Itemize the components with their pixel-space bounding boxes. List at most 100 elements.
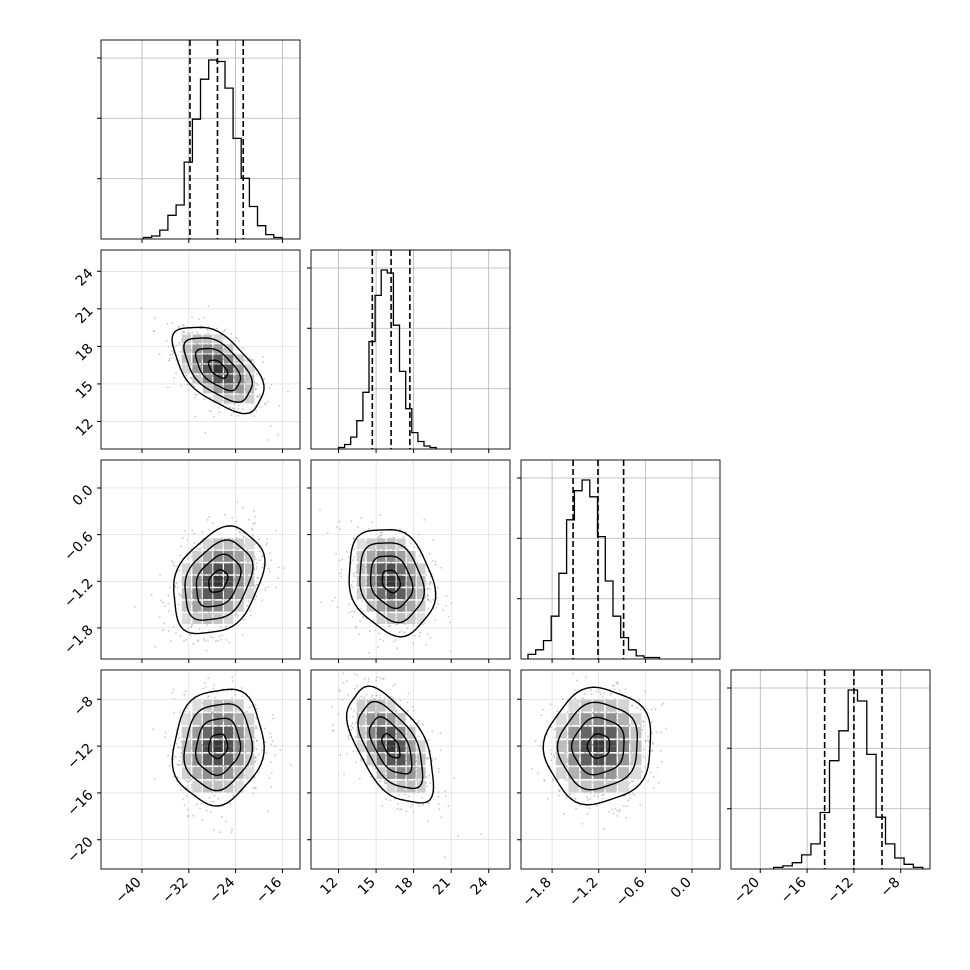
sample-point — [250, 705, 253, 708]
sample-point — [167, 602, 170, 605]
sample-point — [167, 345, 170, 348]
sample-point — [342, 672, 345, 675]
sample-point — [178, 593, 180, 595]
sample-point — [651, 741, 654, 743]
sample-point — [406, 562, 409, 564]
sample-point — [578, 738, 581, 741]
x-tick-label: −24 — [206, 874, 238, 906]
density-cell — [376, 713, 386, 725]
sample-point — [331, 599, 334, 602]
sample-point — [208, 516, 210, 518]
sample-point — [332, 730, 334, 732]
y-tick-label: 18 — [73, 341, 97, 365]
sample-point — [218, 635, 221, 638]
density-cell — [234, 588, 244, 600]
sample-point — [261, 566, 264, 568]
sample-point — [230, 333, 233, 335]
sample-point — [186, 557, 189, 560]
sample-point — [555, 751, 557, 754]
density-cell — [213, 588, 223, 600]
density-cell — [245, 538, 255, 550]
sample-point — [369, 621, 372, 624]
sample-point — [183, 693, 186, 696]
sample-point — [366, 711, 369, 714]
sample-point — [211, 636, 214, 639]
sample-point — [182, 330, 185, 333]
sample-point — [201, 559, 204, 562]
sample-point — [382, 549, 385, 551]
sample-point — [251, 529, 254, 532]
sample-point — [593, 795, 596, 797]
sample-point — [254, 584, 256, 587]
sample-point — [608, 810, 611, 813]
sample-point — [417, 574, 420, 576]
sample-point — [254, 387, 257, 390]
density-cell — [386, 600, 396, 612]
sample-point — [177, 603, 180, 606]
density-cell — [213, 334, 223, 344]
sample-point — [381, 804, 384, 807]
density-cell — [396, 550, 406, 562]
sample-point — [639, 708, 642, 711]
x-tick-label: −1.2 — [566, 875, 601, 910]
sample-point — [395, 559, 397, 562]
density-cell — [356, 538, 366, 550]
sample-point — [224, 820, 227, 823]
sample-point — [652, 775, 655, 778]
sample-point — [376, 676, 379, 679]
sample-point — [193, 385, 196, 388]
density-cell — [376, 613, 386, 624]
sample-point — [208, 528, 211, 531]
sample-point — [192, 643, 195, 645]
sample-point — [385, 543, 388, 546]
sample-point — [549, 749, 552, 752]
sample-point — [172, 564, 175, 567]
sample-point — [195, 547, 198, 550]
sample-point — [575, 807, 577, 810]
density-cell — [181, 613, 192, 624]
sample-point — [627, 799, 630, 802]
y-tick-label: 21 — [73, 303, 97, 327]
panel-frame — [730, 669, 931, 870]
sample-point — [656, 766, 659, 769]
density-cell — [245, 364, 255, 374]
sample-point — [434, 560, 437, 563]
sample-point — [641, 729, 644, 731]
y-tick-label: −20 — [64, 834, 96, 866]
sample-point — [601, 794, 603, 797]
sample-point — [164, 605, 167, 607]
sample-point — [350, 520, 352, 523]
x-tick-label: −16 — [253, 874, 285, 906]
sample-point — [171, 748, 173, 751]
y-tick-label: −1.8 — [61, 622, 96, 657]
sample-point — [602, 793, 605, 796]
sample-point — [232, 794, 235, 797]
sample-point — [242, 408, 244, 411]
sample-point — [361, 600, 363, 602]
density-cell — [213, 767, 223, 779]
density-cell — [416, 588, 426, 600]
sample-point — [190, 547, 193, 550]
sample-point — [431, 730, 434, 733]
sample-point — [650, 750, 653, 752]
sample-point — [428, 552, 431, 555]
sample-point — [353, 709, 355, 712]
sample-point — [351, 722, 354, 725]
sample-point — [190, 349, 193, 351]
sample-point — [616, 809, 618, 812]
sample-point — [220, 805, 223, 808]
x-tick-label: −32 — [159, 875, 191, 907]
density-cell — [234, 538, 244, 550]
density-cell — [213, 344, 223, 354]
density-cell — [605, 767, 617, 779]
sample-point — [603, 751, 605, 754]
y-tick-label: −16 — [64, 787, 96, 819]
sample-point — [387, 625, 390, 628]
sample-point — [377, 549, 380, 551]
sample-point — [134, 605, 136, 608]
sample-point — [407, 692, 410, 695]
sample-point — [632, 780, 635, 782]
sample-point — [160, 599, 163, 602]
sample-point — [378, 632, 380, 635]
sample-point — [271, 713, 274, 716]
